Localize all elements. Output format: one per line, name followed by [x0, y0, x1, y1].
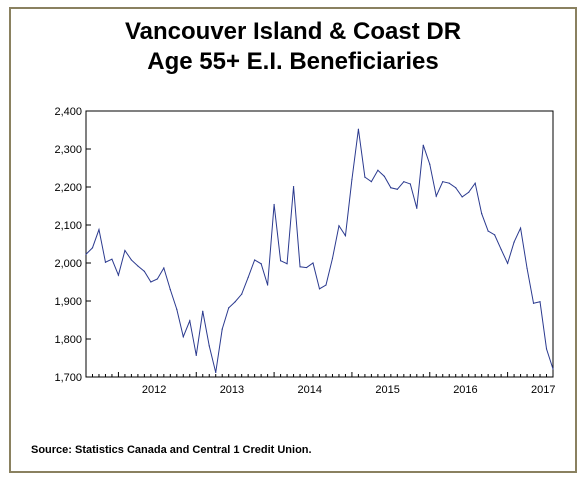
data-point — [234, 301, 236, 303]
data-point — [383, 175, 385, 177]
data-point — [111, 258, 113, 260]
data-point — [299, 266, 301, 268]
data-point — [552, 368, 554, 370]
data-point — [377, 169, 379, 171]
data-point — [195, 354, 197, 356]
data-point — [539, 301, 541, 303]
data-point — [117, 274, 120, 276]
data-point — [292, 186, 295, 188]
data-point — [260, 263, 262, 265]
data-point — [318, 288, 321, 290]
data-point — [403, 181, 405, 183]
data-point — [331, 257, 334, 260]
data-point — [137, 265, 139, 267]
x-year-label: 2017 — [531, 384, 555, 396]
data-point — [351, 178, 353, 180]
data-point — [156, 278, 158, 280]
data-point — [273, 203, 275, 206]
y-tick-label: 1,800 — [54, 334, 82, 346]
data-point — [312, 262, 314, 264]
data-point — [390, 187, 392, 189]
data-point — [150, 281, 152, 283]
data-point — [448, 182, 450, 184]
data-point — [494, 234, 496, 236]
chart-title-line-2: Age 55+ E.I. Beneficiaries — [147, 48, 439, 75]
series-points — [85, 128, 554, 374]
data-point — [241, 293, 243, 295]
data-point — [202, 310, 204, 312]
x-year-label: 2013 — [220, 384, 244, 396]
data-point — [507, 262, 509, 264]
data-point — [305, 266, 308, 269]
data-point — [429, 163, 431, 165]
data-point — [513, 241, 515, 243]
x-axis: 2012 2013 2014 2015 2016 2017 — [85, 372, 556, 396]
data-point — [545, 348, 548, 350]
x-year-label: 2016 — [453, 384, 477, 396]
data-point — [143, 270, 145, 272]
plot-area-border — [85, 110, 554, 378]
series-line — [85, 129, 554, 373]
y-tick-label: 2,000 — [54, 258, 82, 270]
chart-title: Vancouver Island & Coast DR Age 55+ E.I.… — [0, 17, 586, 77]
data-point — [169, 289, 171, 291]
data-point — [91, 247, 94, 249]
data-point — [396, 188, 398, 190]
data-point — [208, 345, 210, 347]
chart-title-line-1: Vancouver Island & Coast DR — [124, 18, 462, 45]
data-point — [130, 259, 132, 261]
data-point — [468, 191, 470, 193]
y-tick-label: 2,300 — [54, 144, 82, 156]
y-tick-label: 2,100 — [54, 220, 82, 232]
data-point — [481, 213, 483, 215]
data-point — [163, 267, 165, 269]
x-year-label: 2014 — [298, 384, 322, 396]
data-point — [254, 259, 256, 261]
data-point — [176, 308, 178, 310]
chart-frame — [9, 7, 577, 473]
data-point — [422, 144, 424, 146]
data-point — [461, 196, 463, 198]
data-point — [124, 249, 126, 252]
data-point — [435, 195, 437, 197]
data-point — [325, 284, 327, 286]
data-point — [409, 183, 411, 185]
data-point — [416, 207, 418, 209]
data-point — [104, 261, 107, 263]
data-point — [247, 276, 249, 279]
y-tick-label: 1,900 — [54, 296, 82, 308]
data-point — [338, 225, 340, 227]
data-point — [357, 128, 360, 130]
data-point — [519, 227, 522, 229]
source-note: Source: Statistics Canada and Central 1 … — [31, 444, 312, 456]
data-point — [526, 267, 528, 269]
data-point — [85, 253, 87, 255]
x-year-label: 2015 — [375, 384, 399, 396]
x-year-label: 2012 — [142, 384, 166, 396]
y-tick-label: 2,400 — [54, 106, 82, 118]
data-point — [286, 263, 288, 265]
data-point — [267, 284, 269, 286]
y-tick-label: 2,200 — [54, 182, 82, 194]
data-point — [455, 187, 457, 189]
y-tick-label: 1,700 — [54, 372, 82, 384]
data-point — [182, 336, 184, 338]
data-point — [442, 181, 444, 183]
y-axis: 1,700 1,800 1,900 2,000 2,100 2,200 2,300 2,400 — [54, 106, 91, 384]
data-point — [189, 320, 191, 322]
data-point — [500, 248, 502, 250]
data-point — [221, 328, 223, 330]
data-point — [279, 260, 282, 262]
data-point — [474, 182, 476, 184]
data-point — [344, 235, 347, 237]
data-point — [364, 176, 366, 178]
data-point — [532, 302, 535, 304]
data-point — [370, 181, 372, 183]
data-point — [98, 228, 100, 231]
data-point — [215, 371, 217, 374]
data-point — [228, 307, 230, 309]
data-point — [487, 230, 489, 232]
